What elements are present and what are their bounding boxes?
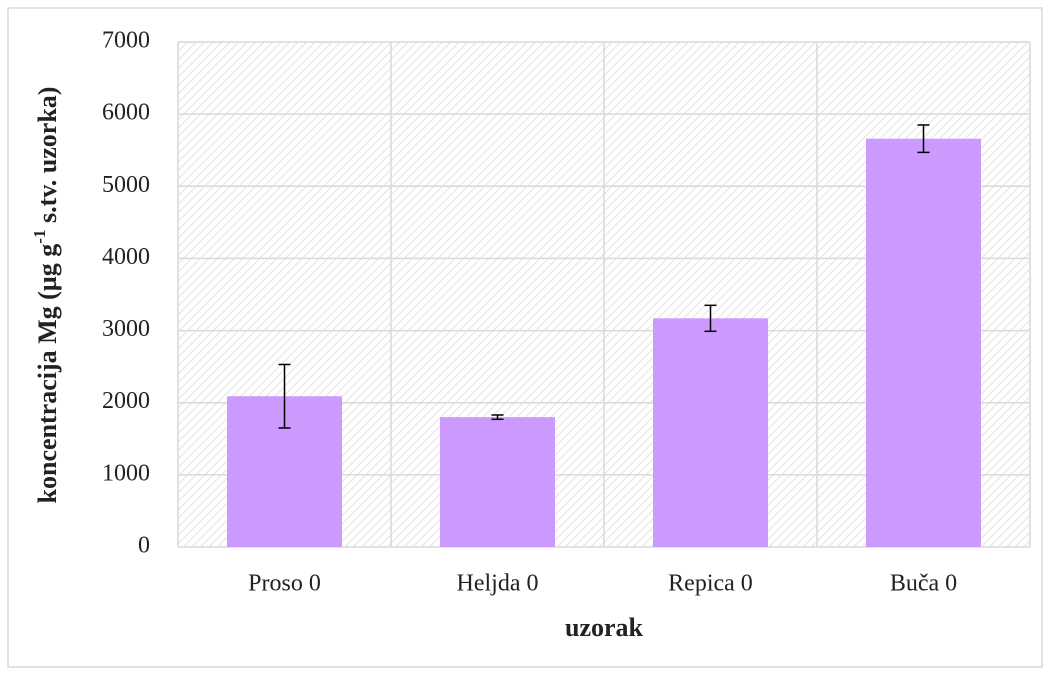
x-axis-title: uzorak: [565, 613, 644, 642]
y-axis-title-sup: -1: [30, 230, 49, 244]
bar: [439, 417, 556, 547]
y-tick-label: 0: [138, 533, 150, 559]
y-tick-label: 1000: [102, 460, 150, 486]
bar: [865, 138, 982, 547]
y-tick-label: 2000: [102, 388, 150, 414]
y-tick-label: 6000: [102, 100, 150, 126]
y-tick-label: 5000: [102, 172, 150, 198]
y-axis-title: koncentracija Mg (µg g-1 s.tv. uzorka): [30, 87, 62, 504]
x-tick-label: Buča 0: [890, 571, 957, 597]
y-axis-title-part: s.tv. uzorka): [33, 87, 62, 230]
y-tick-label: 7000: [102, 28, 150, 54]
y-tick-label: 4000: [102, 244, 150, 270]
x-tick-label: Heljda 0: [457, 571, 539, 597]
y-axis-title-part: koncentracija Mg (µg g: [33, 244, 62, 504]
y-tick-label: 3000: [102, 316, 150, 342]
x-tick-label: Proso 0: [248, 571, 321, 597]
x-tick-label: Repica 0: [668, 571, 753, 597]
bar: [652, 318, 769, 547]
